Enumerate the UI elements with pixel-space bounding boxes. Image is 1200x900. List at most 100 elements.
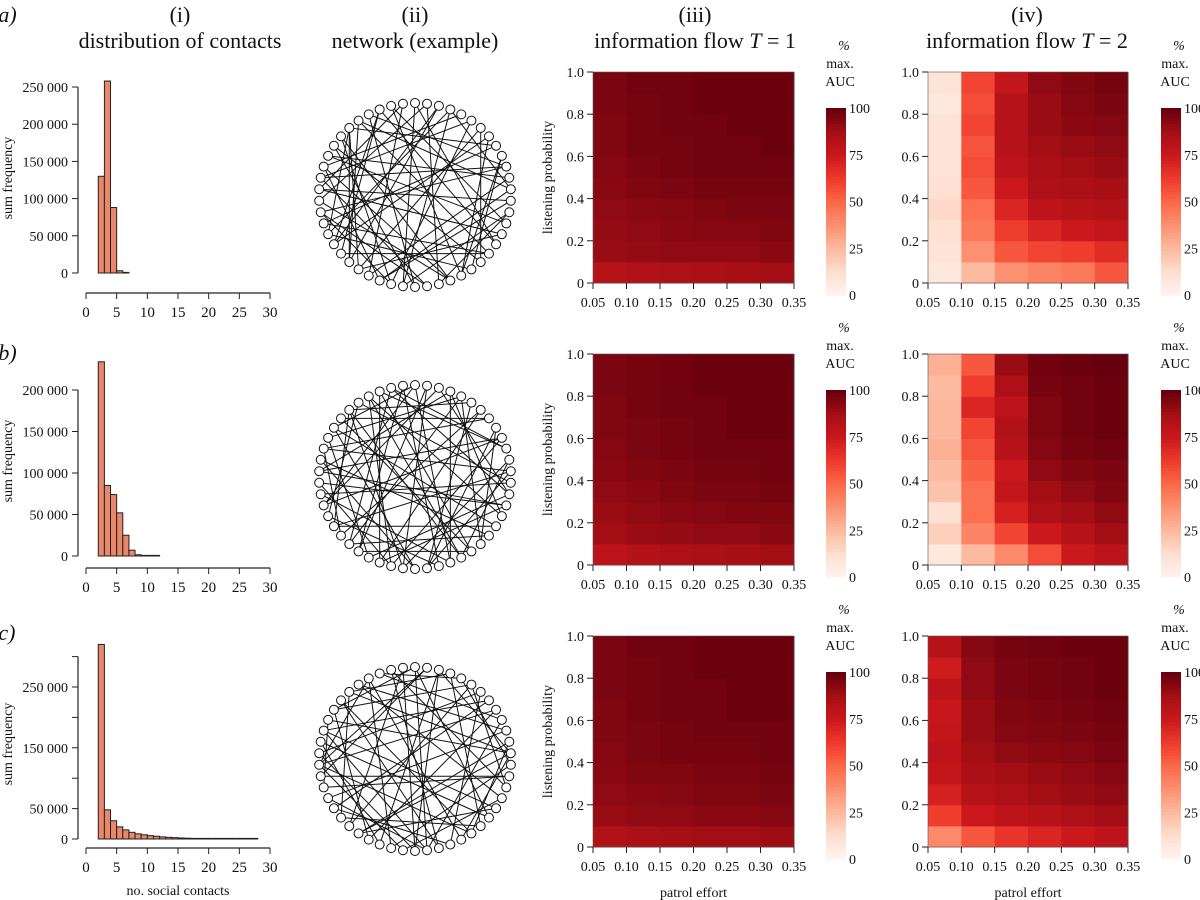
x-tick-label: 0.35 [1116,860,1141,875]
colorbar-segment [826,132,846,137]
colorbar-segment [1161,558,1181,563]
network-node [363,673,374,684]
colorbar-segment [826,207,846,212]
heatmap-cell [626,198,661,221]
heatmap-cell [626,699,661,721]
colorbar-label: % [1173,603,1185,618]
heatmap-cell [660,657,694,679]
heatmap-cell [593,522,627,545]
colorbar-segment [826,179,846,184]
colorbar-segment [826,824,846,829]
colorbar-segment [1161,461,1181,466]
heatmap-cell [727,720,761,742]
x-tick-label: 0.20 [681,578,706,593]
colorbar-segment [826,837,846,841]
network-node [374,557,385,568]
heatmap-cell [961,459,996,482]
colorbar-segment [826,508,846,513]
heatmap-cell [760,720,795,742]
network-node [344,821,355,832]
network-node [496,432,507,443]
heatmap-cell [1061,699,1096,721]
colorbar-segment [826,536,846,541]
colorbar-segment [1161,288,1181,293]
colorbar-tick-label: 25 [1184,806,1198,821]
colorbar-segment [826,276,846,281]
colorbar-segment [1161,502,1181,506]
network-edge [358,127,482,270]
network-node [483,812,494,823]
heatmap-cell [760,135,795,157]
colorbar-segment [826,706,846,710]
colorbar-label: AUC [825,75,855,90]
heatmap-cell [1094,657,1129,679]
network-node [422,98,433,109]
title-suffix: = 1 [761,28,796,53]
colorbar-segment [826,418,846,422]
heatmap-cell [660,543,694,566]
colorbar-segment [826,288,846,293]
x-tick-label: 0.30 [748,296,773,311]
heatmap-cell [660,156,694,178]
colorbar-segment [826,505,846,510]
network-node [496,229,507,240]
colorbar-segment [826,696,846,701]
colorbar-segment [1161,254,1181,259]
colorbar-segment [1161,201,1181,206]
heatmap-cell [994,93,1029,115]
network-node [445,275,456,286]
heatmap-cell [660,354,694,376]
heatmap-cell [994,354,1029,376]
heatmap-cell [994,804,1029,827]
heatmap-cell [994,699,1029,721]
colorbar-segment [826,489,846,494]
histogram-bar [97,361,105,557]
colorbar-segment [826,474,846,478]
colorbar-segment [1161,477,1181,481]
colorbar-tick-label: 100 [849,384,870,399]
network-node [491,704,502,715]
y-tick-label: 0 [577,277,584,292]
network-node [501,782,512,793]
y-tick-label: 1.0 [902,348,920,363]
network-node [483,530,494,541]
heatmap-cell [626,240,661,263]
network-node [445,839,456,850]
colorbar-segment [826,821,846,826]
heatmap-cell [928,93,962,115]
histogram-bar [103,809,112,840]
heatmap-cell [660,783,694,806]
network-edge [333,384,416,429]
network-node [501,443,512,454]
network-edge [349,127,497,147]
y-tick-label: 0.6 [567,150,585,165]
network-node [336,695,347,706]
colorbar-segment [826,254,846,259]
heatmap-cell [693,114,728,136]
network-edge [318,752,416,852]
heatmap-cell [1028,543,1062,566]
heatmap-cell [760,375,795,397]
heatmap-cell [626,543,661,566]
network-edge [327,127,350,235]
colorbar-segment [1161,690,1181,695]
network-edge [358,120,512,190]
network-node [323,511,334,522]
colorbar-segment [1161,213,1181,218]
colorbar-segment [1161,170,1181,175]
network-node [363,109,374,120]
heatmap-cell [1028,459,1062,482]
network-node [504,771,515,782]
colorbar-segment [1161,270,1181,274]
colorbar-segment [1161,185,1181,190]
colorbar-segment [826,830,846,835]
colorbar-segment [1161,204,1181,209]
network-edge [348,409,462,558]
network-edge [449,391,503,517]
x-tick-label: 0.15 [982,578,1007,593]
heatmap-cell [1061,741,1096,764]
heatmap-cell [1061,459,1096,482]
network-node [410,846,420,856]
colorbar-segment [1161,687,1181,692]
colorbar-segment [1161,182,1181,187]
